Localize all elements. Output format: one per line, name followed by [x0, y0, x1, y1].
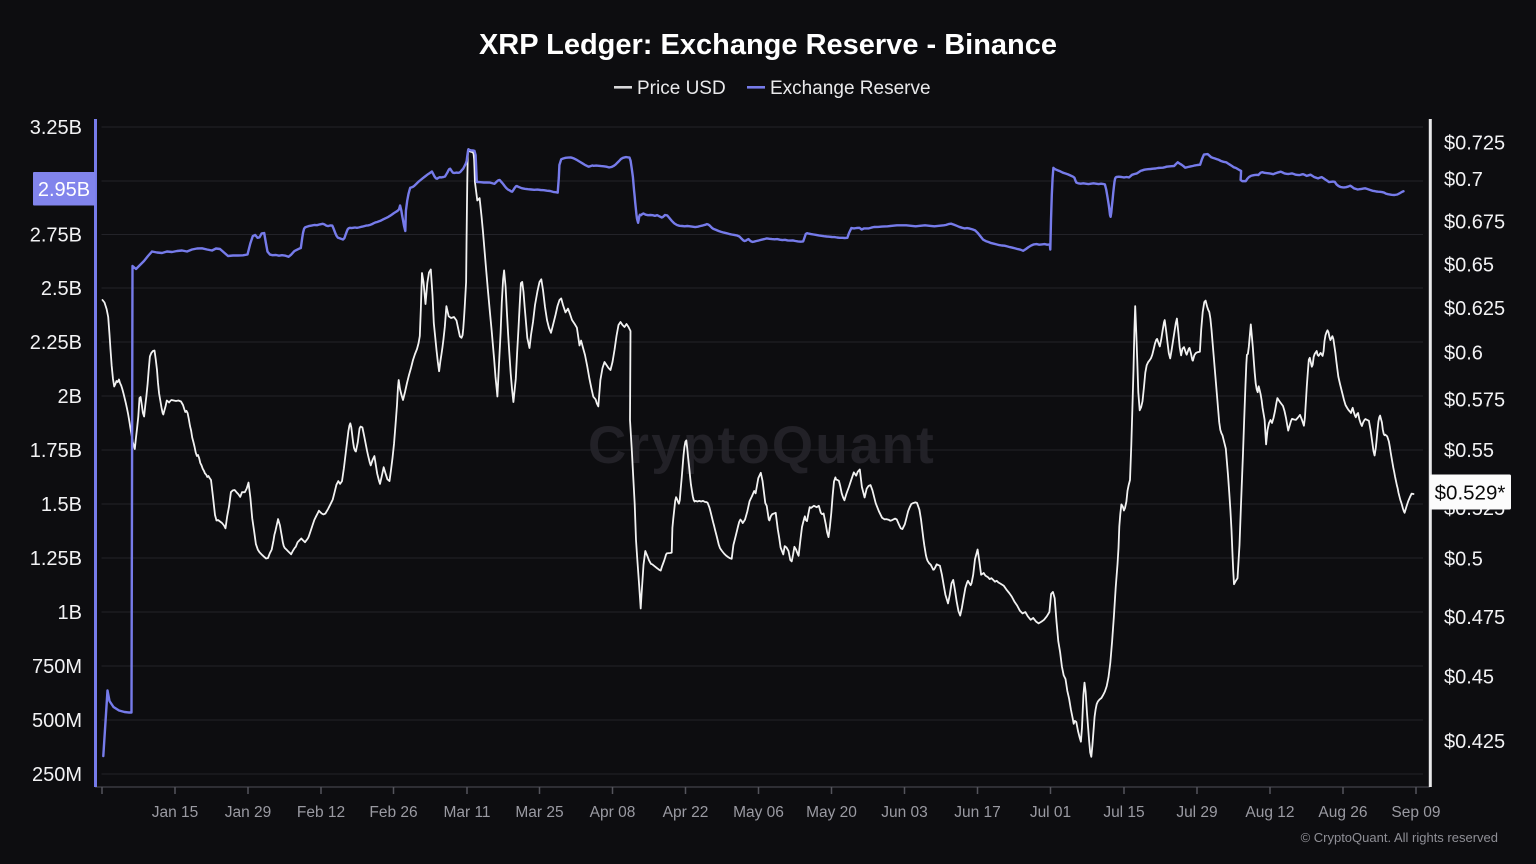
svg-text:$0.625: $0.625	[1444, 298, 1505, 320]
svg-text:$0.575: $0.575	[1444, 390, 1505, 412]
svg-text:2.25B: 2.25B	[30, 332, 82, 354]
svg-text:Exchange Reserve: Exchange Reserve	[770, 78, 931, 99]
svg-text:Jul 29: Jul 29	[1176, 804, 1217, 821]
svg-text:$0.675: $0.675	[1444, 211, 1505, 233]
svg-text:500M: 500M	[32, 710, 82, 732]
svg-text:2.5B: 2.5B	[41, 278, 82, 300]
svg-text:Price USD: Price USD	[637, 78, 726, 99]
svg-text:Jul 15: Jul 15	[1103, 804, 1144, 821]
svg-text:Feb 12: Feb 12	[297, 804, 345, 821]
svg-text:Sep 09: Sep 09	[1391, 804, 1440, 821]
svg-text:3.25B: 3.25B	[30, 117, 82, 139]
svg-text:1.75B: 1.75B	[30, 440, 82, 462]
svg-text:Jan 29: Jan 29	[225, 804, 272, 821]
svg-text:1B: 1B	[58, 602, 82, 624]
svg-text:XRP Ledger: Exchange Reserve -: XRP Ledger: Exchange Reserve - Binance	[479, 29, 1057, 61]
svg-text:Feb 26: Feb 26	[369, 804, 417, 821]
svg-text:$0.475: $0.475	[1444, 607, 1505, 629]
svg-text:May 06: May 06	[733, 804, 784, 821]
svg-text:Aug 26: Aug 26	[1318, 804, 1367, 821]
svg-text:$0.7: $0.7	[1444, 169, 1483, 191]
svg-text:Jun 17: Jun 17	[954, 804, 1001, 821]
svg-text:Jun 03: Jun 03	[881, 804, 928, 821]
svg-text:May 20: May 20	[806, 804, 857, 821]
svg-text:Aug 12: Aug 12	[1245, 804, 1294, 821]
svg-text:© CryptoQuant. All rights rese: © CryptoQuant. All rights reserved	[1301, 830, 1498, 845]
svg-text:1.25B: 1.25B	[30, 548, 82, 570]
svg-text:2.75B: 2.75B	[30, 225, 82, 247]
svg-text:2B: 2B	[58, 386, 82, 408]
svg-text:CryptoQuant: CryptoQuant	[588, 416, 936, 475]
svg-text:Mar 25: Mar 25	[515, 804, 563, 821]
svg-text:250M: 250M	[32, 764, 82, 786]
svg-text:$0.5: $0.5	[1444, 549, 1483, 571]
svg-text:$0.425: $0.425	[1444, 731, 1505, 753]
svg-text:$0.6: $0.6	[1444, 343, 1483, 365]
svg-text:Apr 08: Apr 08	[590, 804, 636, 821]
svg-text:$0.725: $0.725	[1444, 133, 1505, 155]
svg-text:1.5B: 1.5B	[41, 494, 82, 516]
svg-text:Jul 01: Jul 01	[1030, 804, 1071, 821]
svg-text:Mar 11: Mar 11	[443, 804, 490, 821]
svg-text:2.95B: 2.95B	[38, 179, 90, 201]
svg-text:$0.65: $0.65	[1444, 255, 1494, 277]
svg-text:750M: 750M	[32, 656, 82, 678]
svg-text:$0.529*: $0.529*	[1435, 482, 1506, 505]
svg-text:Jan 15: Jan 15	[152, 804, 199, 821]
svg-text:$0.55: $0.55	[1444, 440, 1494, 462]
svg-text:$0.45: $0.45	[1444, 667, 1494, 689]
svg-text:Apr 22: Apr 22	[663, 804, 709, 821]
